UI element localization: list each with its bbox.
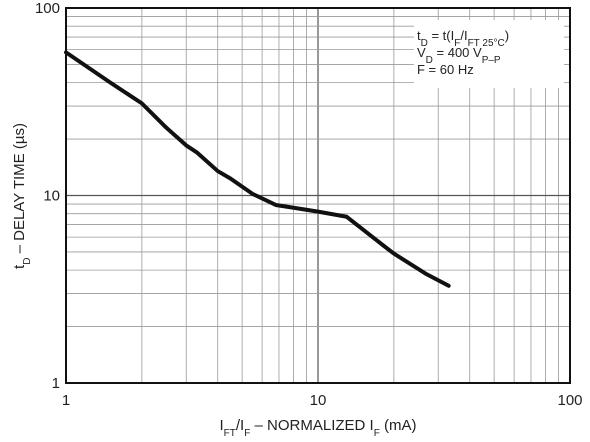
plot-frame bbox=[65, 7, 571, 384]
x-axis-label: IFT/IF – NORMALIZED IF (mA) bbox=[220, 417, 417, 439]
y-tick-label: 100 bbox=[35, 0, 60, 17]
legend-line: tD = t(IF/IFT 25°C) bbox=[417, 28, 509, 49]
x-tick-label: 1 bbox=[62, 392, 70, 409]
legend-line: VD = 400 VP–P bbox=[417, 45, 501, 66]
series-line bbox=[64, 50, 451, 288]
legend-line: F = 60 Hz bbox=[417, 62, 474, 77]
y-tick-label: 10 bbox=[43, 188, 60, 205]
legend: tD = t(IF/IFT 25°C)VD = 400 VP–PF = 60 H… bbox=[417, 28, 509, 77]
tick-labels: 1 10 100 1 10 100 bbox=[35, 0, 583, 409]
y-tick-label: 1 bbox=[52, 375, 60, 392]
x-tick-label: 100 bbox=[557, 392, 582, 409]
x-tick-label: 10 bbox=[310, 392, 327, 409]
legend-box bbox=[414, 20, 564, 88]
y-axis-label: tD – DELAY TIME (µs) bbox=[11, 123, 33, 269]
